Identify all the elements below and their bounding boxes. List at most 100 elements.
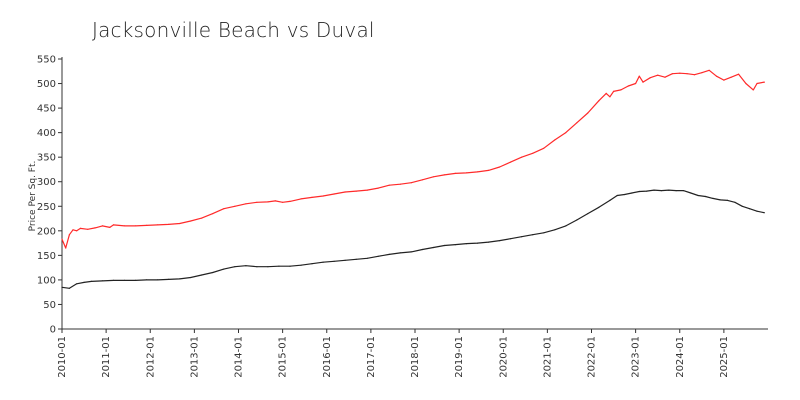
series-2-point	[638, 190, 640, 193]
x-tick-label: 2020-01	[498, 336, 509, 378]
series-1-point	[620, 89, 622, 91]
y-axis-ticks: 0 50 100 150 200 250 300 350 400 450 500 550	[37, 55, 62, 336]
series-1-point	[543, 147, 545, 149]
series-2-point	[668, 189, 670, 191]
series-1-point	[679, 72, 681, 74]
series-1-point	[87, 228, 89, 230]
series-2-point	[697, 194, 699, 197]
series-1-point	[68, 234, 70, 236]
series-1-point	[157, 224, 159, 226]
x-axis-ticks: 2010-01 2011-01 2012-01 2013-01 2014-01 2015-…	[57, 329, 730, 378]
series-1-point	[763, 81, 765, 83]
series-2-point	[421, 248, 423, 251]
y-tick-label: 350	[37, 153, 56, 164]
series-1-point	[671, 73, 674, 75]
series-1-point	[388, 184, 390, 186]
series-1-point	[487, 169, 490, 171]
series-1-point	[112, 224, 115, 226]
series-2-point	[366, 257, 368, 259]
x-tick-label: 2016-01	[322, 336, 333, 378]
x-tick-label: 2018-01	[410, 336, 421, 378]
series-1-point	[532, 152, 534, 154]
series-2-point	[83, 281, 85, 283]
series-1-point	[134, 225, 137, 227]
series-1-point	[179, 222, 181, 225]
series-2-point	[311, 263, 313, 265]
series-1-point	[521, 156, 523, 158]
series-2-point	[675, 190, 677, 192]
y-tick-label: 500	[37, 79, 56, 90]
series-2	[61, 189, 765, 289]
series-layer	[61, 69, 765, 289]
series-2-point	[554, 229, 556, 231]
y-tick-label: 250	[37, 202, 56, 213]
series-1-point	[101, 225, 103, 227]
series-1-point	[399, 183, 401, 185]
series-1-point	[554, 139, 556, 141]
series-2-point	[388, 253, 390, 255]
series-1-point	[432, 176, 434, 178]
series-1-point	[635, 82, 637, 85]
series-2-point	[741, 205, 743, 207]
series-1-point	[123, 225, 126, 227]
series-1-point	[756, 82, 758, 85]
series-2-point	[377, 255, 379, 257]
series-1-point	[212, 213, 214, 215]
series-1-point	[664, 76, 666, 78]
series-2-point	[201, 274, 203, 276]
series-1	[61, 69, 765, 249]
series-2-point	[756, 210, 758, 212]
series-1-point	[738, 73, 740, 75]
series-1-point	[355, 190, 357, 192]
series-1-point	[686, 73, 688, 75]
x-tick-label: 2019-01	[454, 336, 465, 378]
series-1-point	[576, 122, 578, 124]
series-2-point	[157, 279, 159, 281]
series-2-point	[134, 279, 137, 281]
x-tick-label: 2022-01	[587, 336, 598, 378]
series-1-point	[587, 112, 589, 114]
series-2-point	[727, 199, 729, 201]
series-1-point	[627, 85, 629, 87]
series-2-point	[101, 280, 103, 282]
series-2-point	[322, 261, 324, 263]
series-2-point	[168, 278, 170, 280]
series-1-point	[94, 227, 96, 229]
series-2-point	[712, 197, 714, 199]
series-2-point	[704, 195, 707, 198]
series-1-point	[311, 196, 313, 198]
series-2-point	[355, 258, 357, 260]
series-1-point	[256, 201, 258, 203]
y-tick-label: 450	[37, 104, 56, 115]
chart-title: Jacksonville Beach vs Duval	[92, 18, 375, 42]
series-2-point	[289, 265, 291, 267]
series-2-point	[476, 242, 479, 244]
series-2-point	[256, 266, 258, 268]
series-1-point	[344, 191, 346, 193]
x-tick-label: 2010-01	[57, 336, 68, 378]
x-tick-label: 2012-01	[145, 336, 156, 378]
series-2-point	[631, 192, 633, 194]
x-tick-label: 2025-01	[719, 336, 730, 378]
series-2-point	[190, 276, 192, 279]
series-1-point	[65, 247, 67, 249]
series-1-point	[366, 189, 368, 191]
x-tick-label: 2013-01	[189, 336, 200, 378]
series-2-point	[432, 246, 434, 249]
series-2-point	[734, 201, 736, 203]
series-1-point	[79, 227, 81, 229]
series-1-point	[730, 76, 732, 78]
series-1-point	[745, 82, 747, 85]
series-1-point	[245, 203, 247, 205]
y-tick-label: 0	[50, 325, 56, 336]
series-1-point	[146, 224, 148, 226]
series-1-point	[649, 77, 651, 79]
series-2-point	[399, 252, 401, 254]
series-2-point	[179, 278, 181, 280]
series-1-point	[454, 172, 456, 174]
series-2-point	[68, 287, 70, 289]
series-2-point	[465, 243, 468, 245]
series-1-point	[76, 230, 78, 232]
series-1-point	[72, 229, 74, 231]
